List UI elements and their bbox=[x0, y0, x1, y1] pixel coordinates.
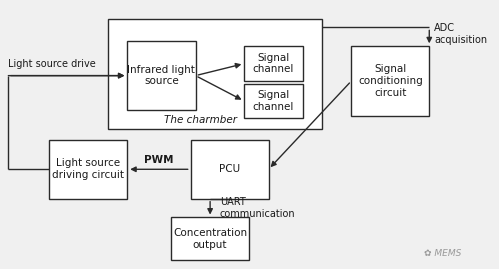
Text: The charmber: The charmber bbox=[164, 115, 237, 125]
Text: Light source drive: Light source drive bbox=[8, 59, 96, 69]
Bar bbox=[351, 46, 429, 116]
Text: UART
communication: UART communication bbox=[220, 197, 295, 219]
Text: Signal
conditioning
circuit: Signal conditioning circuit bbox=[358, 64, 423, 98]
Bar bbox=[191, 140, 268, 199]
Text: PCU: PCU bbox=[219, 164, 240, 174]
Text: ADC
acquisition: ADC acquisition bbox=[434, 23, 487, 45]
Bar bbox=[244, 84, 303, 118]
Bar bbox=[49, 140, 127, 199]
Bar bbox=[171, 217, 249, 260]
Text: Concentration
output: Concentration output bbox=[173, 228, 247, 250]
Text: Infrared light
source: Infrared light source bbox=[127, 65, 195, 86]
Text: Light source
driving circuit: Light source driving circuit bbox=[52, 158, 124, 180]
Text: Signal
channel: Signal channel bbox=[252, 90, 294, 112]
Bar bbox=[127, 41, 196, 110]
Text: ✿ MEMS: ✿ MEMS bbox=[425, 249, 462, 258]
Text: PWM: PWM bbox=[144, 155, 174, 165]
Text: Signal
channel: Signal channel bbox=[252, 53, 294, 75]
Bar bbox=[108, 19, 322, 129]
Bar bbox=[244, 46, 303, 81]
